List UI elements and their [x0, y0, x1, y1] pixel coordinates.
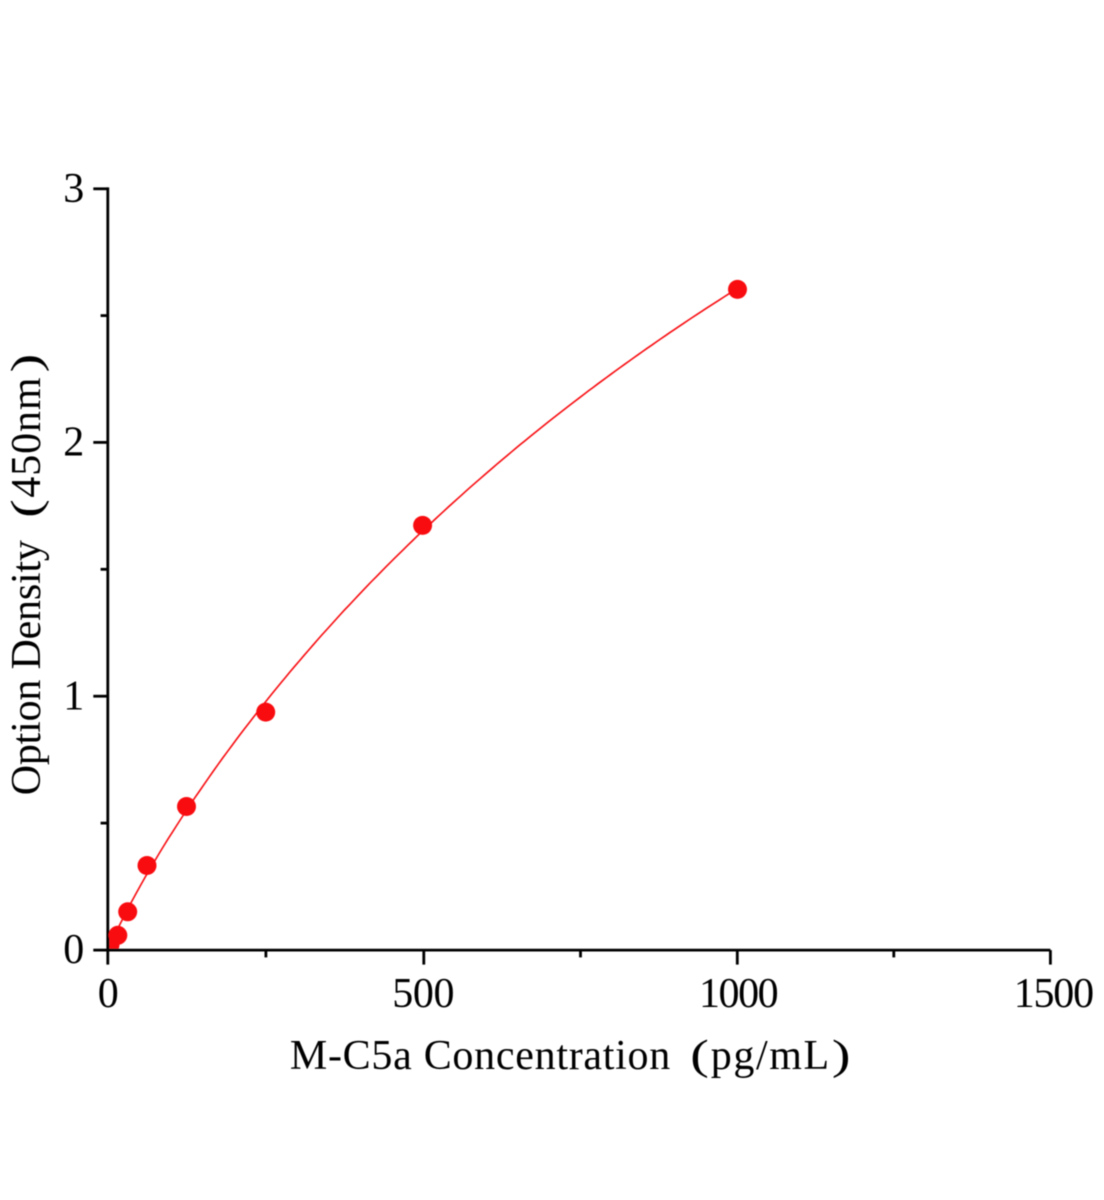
svg-text:): ) — [3, 354, 50, 373]
svg-text:Option Density: Option Density — [4, 540, 50, 795]
svg-text:2: 2 — [63, 419, 84, 465]
svg-text:1: 1 — [63, 673, 84, 719]
svg-text:1500: 1500 — [1014, 971, 1093, 1017]
svg-text:pg/mL: pg/mL — [711, 1033, 831, 1079]
svg-text:1000: 1000 — [699, 971, 778, 1017]
svg-text:(: ( — [3, 499, 50, 518]
svg-text:): ) — [832, 1032, 851, 1079]
svg-text:M-C5a Concentration: M-C5a Concentration — [290, 1033, 671, 1079]
svg-text:0: 0 — [63, 927, 84, 973]
svg-text:(: ( — [690, 1032, 709, 1079]
svg-text:3: 3 — [63, 166, 84, 212]
svg-text:450nm: 450nm — [4, 377, 50, 498]
svg-text:0: 0 — [98, 971, 119, 1017]
svg-text:500: 500 — [392, 971, 454, 1017]
